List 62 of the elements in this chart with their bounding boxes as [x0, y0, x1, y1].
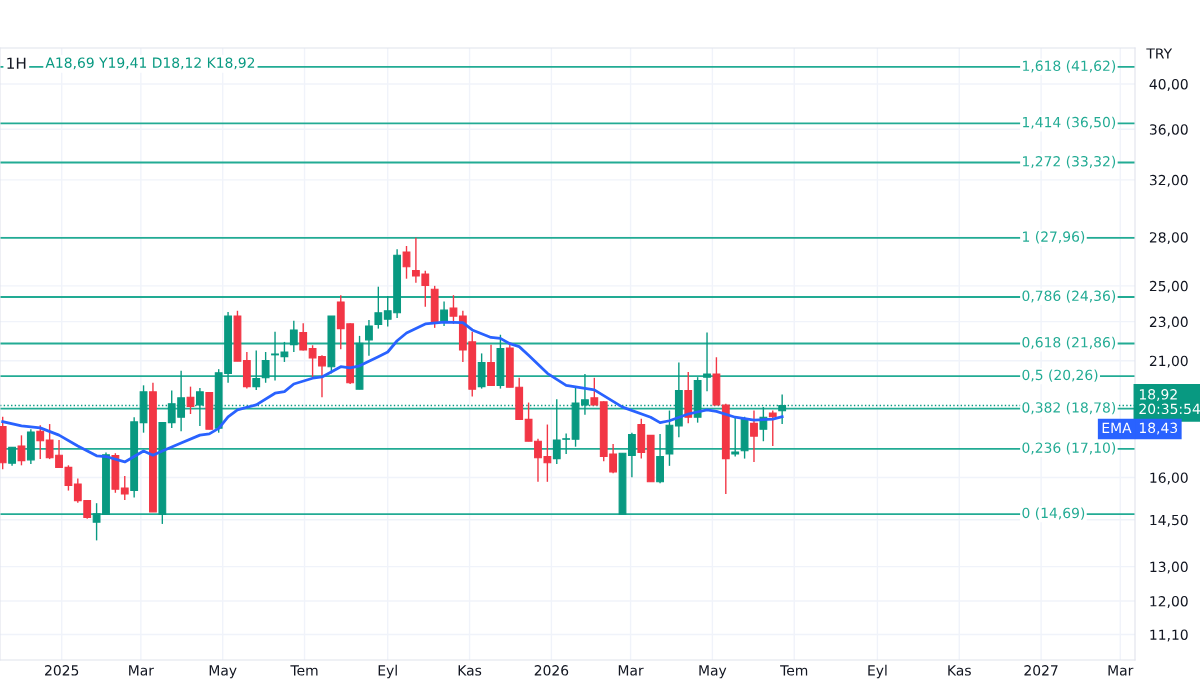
candlestick: [750, 409, 758, 463]
chart-title: 1H: [7, 57, 26, 69]
x-tick-label: Kas: [458, 665, 482, 676]
candlestick: [17, 434, 26, 467]
text: 18,43: [1139, 422, 1178, 435]
candlestick: [36, 424, 45, 460]
candlestick: [374, 286, 383, 330]
ref-line-label: 0 (14,69): [1022, 507, 1085, 520]
y-tick-label: 40,00: [1149, 78, 1188, 91]
y-tick-label: 16,00: [1150, 472, 1188, 485]
ref-line-label: 1,618 (41,62): [1023, 60, 1116, 73]
x-tick-label: Mar: [618, 665, 644, 676]
x-tick-label: Eyl: [868, 664, 887, 679]
candlestick: [261, 351, 270, 384]
y-tick-label: 36,00: [1149, 124, 1188, 137]
y-tick-label: 13,00: [1150, 561, 1188, 574]
y-tick-label: 32,00: [1149, 174, 1188, 187]
ref-line-label: 0,786 (24,36): [1022, 290, 1116, 303]
ref-line-label: 1 (27,96): [1023, 231, 1085, 244]
x-tick-label: Tem: [780, 665, 808, 676]
candlestick: [252, 349, 261, 391]
x-tick-label: 2026: [534, 665, 569, 676]
text: 20:35:54: [1139, 403, 1200, 415]
ref-line-label: 1,414 (36,50): [1023, 116, 1116, 129]
ref-line-label: 0,618 (21,86): [1022, 336, 1116, 350]
ref-line-label: 0,236 (17,10): [1022, 442, 1116, 455]
candlestick: [487, 343, 495, 387]
candlestick: [440, 300, 448, 327]
y-tick-label: 28,00: [1149, 232, 1188, 245]
candlestick: [299, 322, 308, 352]
legend-label: EMA: [1102, 422, 1132, 433]
candlestick: [768, 409, 777, 447]
y-tick-label: 14,50: [1150, 514, 1188, 527]
x-tick-label: Mar: [1108, 665, 1134, 676]
y-tick-label: 23,00: [1149, 316, 1188, 329]
candlestick: [590, 377, 599, 406]
candlestick: [365, 319, 373, 357]
y-tick-label: 12,00: [1150, 595, 1188, 608]
x-tick-label: May: [209, 665, 237, 679]
x-tick-label: Eyl: [378, 664, 397, 679]
y-tick-label: 21,00: [1149, 355, 1188, 368]
candlestick: [731, 416, 740, 458]
y-tick-label: 25,00: [1149, 280, 1188, 293]
ref-line-label: 0,382 (18,78): [1022, 401, 1116, 415]
ref-line-label: 1,272 (33,32): [1023, 155, 1116, 169]
candlestick: [120, 475, 129, 501]
candlestick: [703, 331, 711, 392]
text: A18,69 Y19,41 D18,12 K18,92: [45, 57, 255, 70]
candlestick: [289, 320, 298, 353]
x-tick-label: Kas: [948, 665, 971, 676]
x-tick-label: 2025: [45, 665, 79, 676]
ref-line-label: 0,5 (20,26): [1022, 369, 1098, 382]
y-tick-label: 11,10: [1150, 629, 1188, 642]
x-tick-label: 2027: [1024, 665, 1058, 676]
text: TRY: [1146, 48, 1173, 59]
x-tick-label: Mar: [129, 665, 154, 676]
x-tick-label: May: [699, 665, 727, 679]
ref-line-label: 18,92: [1139, 389, 1177, 402]
candlestick: [402, 245, 411, 280]
candlestick: [8, 446, 16, 467]
x-tick-label: Tem: [290, 665, 318, 676]
candlestick: [186, 385, 195, 415]
